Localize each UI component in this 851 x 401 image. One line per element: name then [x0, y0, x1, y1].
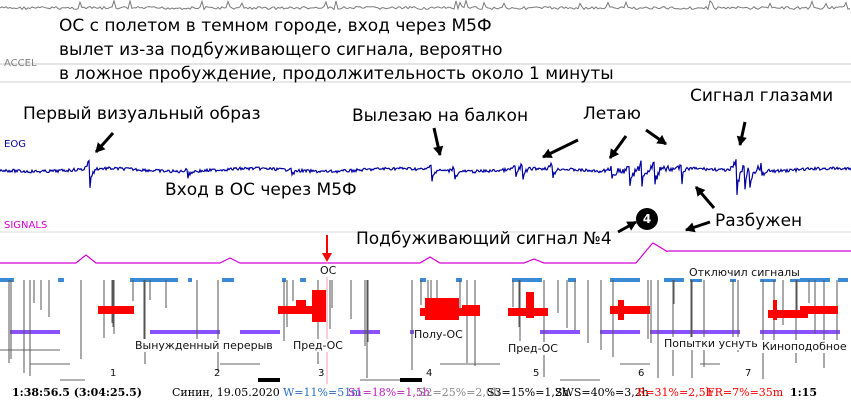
eog-trace	[0, 159, 851, 195]
annotation-arrowhead	[542, 148, 553, 158]
wake-epoch	[760, 278, 776, 282]
hypno-pre-os-1: Пред-ОС	[293, 339, 343, 352]
accel-trace	[0, 0, 851, 11]
light-sleep-epoch	[540, 330, 580, 334]
rem-epoch	[278, 306, 323, 314]
wake-epoch	[790, 278, 830, 282]
title-line-2: вылет из-за подбуживающего сигнала, веро…	[59, 40, 503, 60]
rem-epoch	[296, 300, 306, 308]
title-line-1: ОС с полетом в темном городе, вход через…	[59, 16, 492, 36]
signals-trace	[0, 242, 851, 264]
hypno-pre-os-2: Пред-ОС	[508, 342, 558, 355]
status-fr: FR=7%=35m	[707, 386, 784, 399]
annotation-arrowhead	[626, 221, 637, 231]
light-sleep-epoch	[650, 330, 740, 334]
hypno-sleep-attempts: Попытки уснуть	[664, 337, 758, 350]
rem-epoch	[768, 310, 808, 318]
status-sws: SWS=40%=3,2h	[555, 386, 649, 399]
status-s2: S2=25%=2,0h	[418, 386, 500, 399]
hour-tick-7: 7	[745, 368, 752, 379]
rem-epoch	[462, 305, 480, 313]
annotation-arrowhead	[736, 135, 747, 147]
status-s1: S1=18%=1,5h	[348, 386, 430, 399]
rem-epoch	[773, 300, 777, 320]
hour-tick-2: 2	[214, 368, 221, 379]
hour-tick-5: 5	[533, 368, 540, 379]
rem-epoch	[425, 298, 459, 320]
hypno-forced-break: Вынужденный перерыв	[135, 339, 273, 352]
wake-epoch	[222, 278, 234, 282]
wake-epoch	[420, 278, 426, 282]
annotation-arrowhead	[609, 148, 620, 159]
title-line-3: в ложное пробуждение, продолжительность …	[59, 64, 614, 84]
recording-title: ОС с полетом в темном городе, вход через…	[59, 14, 614, 86]
wake-epoch	[610, 278, 640, 282]
light-sleep-epoch	[240, 330, 280, 334]
annotation-first-image: Первый визуальный образ	[23, 104, 261, 124]
wake-epoch	[838, 278, 848, 282]
wake-epoch	[690, 278, 702, 282]
light-sleep-epoch	[760, 330, 840, 334]
channel-label-signals[interactable]: SIGNALS	[4, 220, 48, 231]
hour-tick-6: 6	[638, 368, 645, 379]
annotation-arrowhead	[656, 134, 667, 145]
hour-tick-4: 4	[426, 368, 433, 379]
light-sleep-epoch	[150, 330, 220, 334]
hypno-signals-off: Отключил сигналы	[689, 266, 800, 279]
status-zoom[interactable]: 1:15	[790, 386, 818, 399]
status-date: Синин, 19.05.2020	[172, 386, 280, 399]
hypno-cinema-like: Киноподобное	[762, 340, 847, 353]
annotation-eye-signal: Сигнал глазами	[690, 86, 834, 106]
rem-epoch	[618, 300, 624, 320]
light-sleep-epoch	[10, 330, 60, 334]
signal-plot	[0, 0, 851, 384]
status-r: R=31%=2,5h	[637, 386, 713, 399]
status-s3: S3=15%=1,2h	[487, 386, 569, 399]
wake-epoch	[130, 278, 178, 282]
hypno-half-os: Полу-ОС	[414, 328, 463, 341]
wake-epoch	[568, 278, 576, 282]
annotation-arrowhead	[433, 145, 444, 157]
status-bar: 1:38:56.5 (3:04:25.5) Синин, 19.05.2020 …	[0, 384, 851, 401]
os-marker-arrow	[322, 235, 332, 384]
wake-epoch	[300, 278, 306, 282]
rem-epoch	[98, 306, 134, 314]
rem-epoch	[526, 292, 534, 318]
rem-epoch	[800, 306, 830, 314]
light-sleep-epoch	[600, 330, 640, 334]
channel-label-accel[interactable]: ACCEL	[4, 58, 37, 69]
annotation-arrowhead	[95, 142, 106, 153]
rem-epoch	[312, 290, 326, 322]
deep-sleep-epoch	[400, 378, 422, 382]
wake-signal-badge: 4	[636, 208, 658, 230]
wake-epoch	[58, 278, 64, 282]
annotation-wake-signal: Подбуживающий сигнал №4	[356, 229, 612, 249]
annotation-arrowhead	[685, 222, 696, 233]
rem-epoch	[610, 306, 650, 314]
wake-epoch	[0, 278, 14, 282]
hour-tick-3: 3	[318, 368, 325, 379]
annotation-balcony: Вылезаю на балкон	[352, 106, 529, 126]
hypno-os-label: ОС	[320, 264, 337, 277]
channel-label-eog[interactable]: EOG	[4, 139, 26, 150]
deep-sleep-epoch	[258, 378, 280, 382]
status-w: W=11%=51m	[283, 386, 362, 399]
wake-epoch	[188, 278, 192, 282]
annotation-arrowhead	[695, 186, 706, 197]
status-time[interactable]: 1:38:56.5 (3:04:25.5)	[12, 386, 142, 399]
rem-epoch	[830, 306, 838, 314]
wake-epoch	[512, 278, 542, 282]
hour-tick-1: 1	[110, 368, 117, 379]
annotation-flying: Летаю	[583, 104, 641, 124]
annotation-arrows	[94, 121, 747, 234]
annotation-entry: Вход в ОС через М5Ф	[165, 180, 357, 200]
annotation-woken: Разбужен	[715, 211, 803, 231]
wake-epoch	[456, 278, 462, 282]
